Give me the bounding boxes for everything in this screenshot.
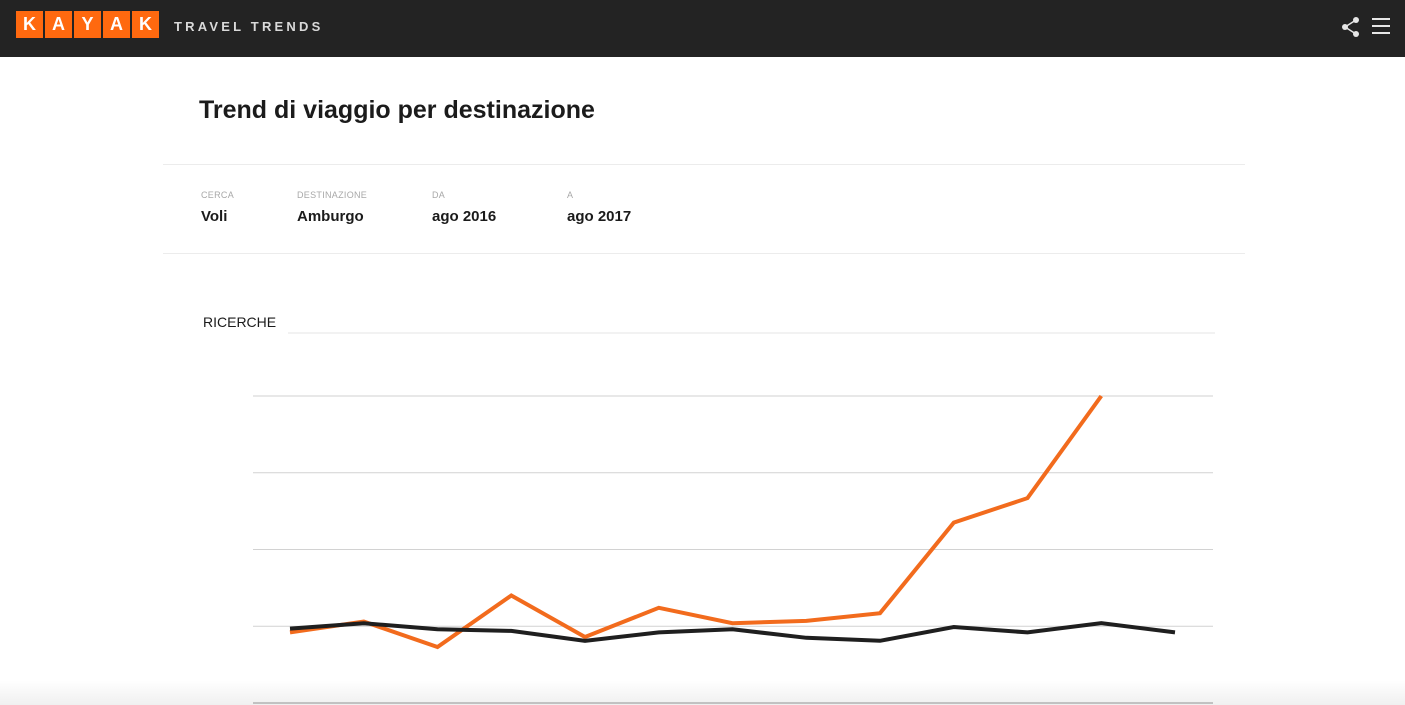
divider-top <box>163 164 1245 165</box>
page-title: Trend di viaggio per destinazione <box>199 96 595 124</box>
filter-search[interactable]: CERCA Voli <box>201 190 234 225</box>
filter-value: ago 2017 <box>567 208 632 225</box>
series-line-0 <box>289 394 1103 650</box>
filter-from-date[interactable]: DA ago 2016 <box>432 190 496 225</box>
filter-destination[interactable]: DESTINAZIONE Amburgo <box>297 190 367 225</box>
filter-label: DESTINAZIONE <box>297 190 368 200</box>
brand-subtitle: TRAVEL TRENDS <box>174 19 324 34</box>
logo-letter: K <box>132 11 159 38</box>
filter-to-date[interactable]: A ago 2017 <box>567 190 631 225</box>
filter-value: Voli <box>201 208 228 225</box>
chart-y-axis-label: RICERCHE <box>203 314 277 330</box>
share-icon[interactable] <box>1340 16 1362 38</box>
divider-bottom <box>163 253 1245 254</box>
bottom-shadow <box>0 680 1405 705</box>
filter-label: CERCA <box>201 190 235 200</box>
logo-letter: A <box>103 11 130 38</box>
hamburger-menu-icon[interactable] <box>1372 18 1390 34</box>
filter-label: A <box>567 190 574 200</box>
filter-value: ago 2016 <box>432 208 497 225</box>
logo-letter: K <box>16 11 43 38</box>
filter-value: Amburgo <box>297 208 364 225</box>
series-line-1 <box>289 621 1176 643</box>
filter-label: DA <box>432 190 446 200</box>
logo-letter: Y <box>74 11 101 38</box>
logo-letter: A <box>45 11 72 38</box>
